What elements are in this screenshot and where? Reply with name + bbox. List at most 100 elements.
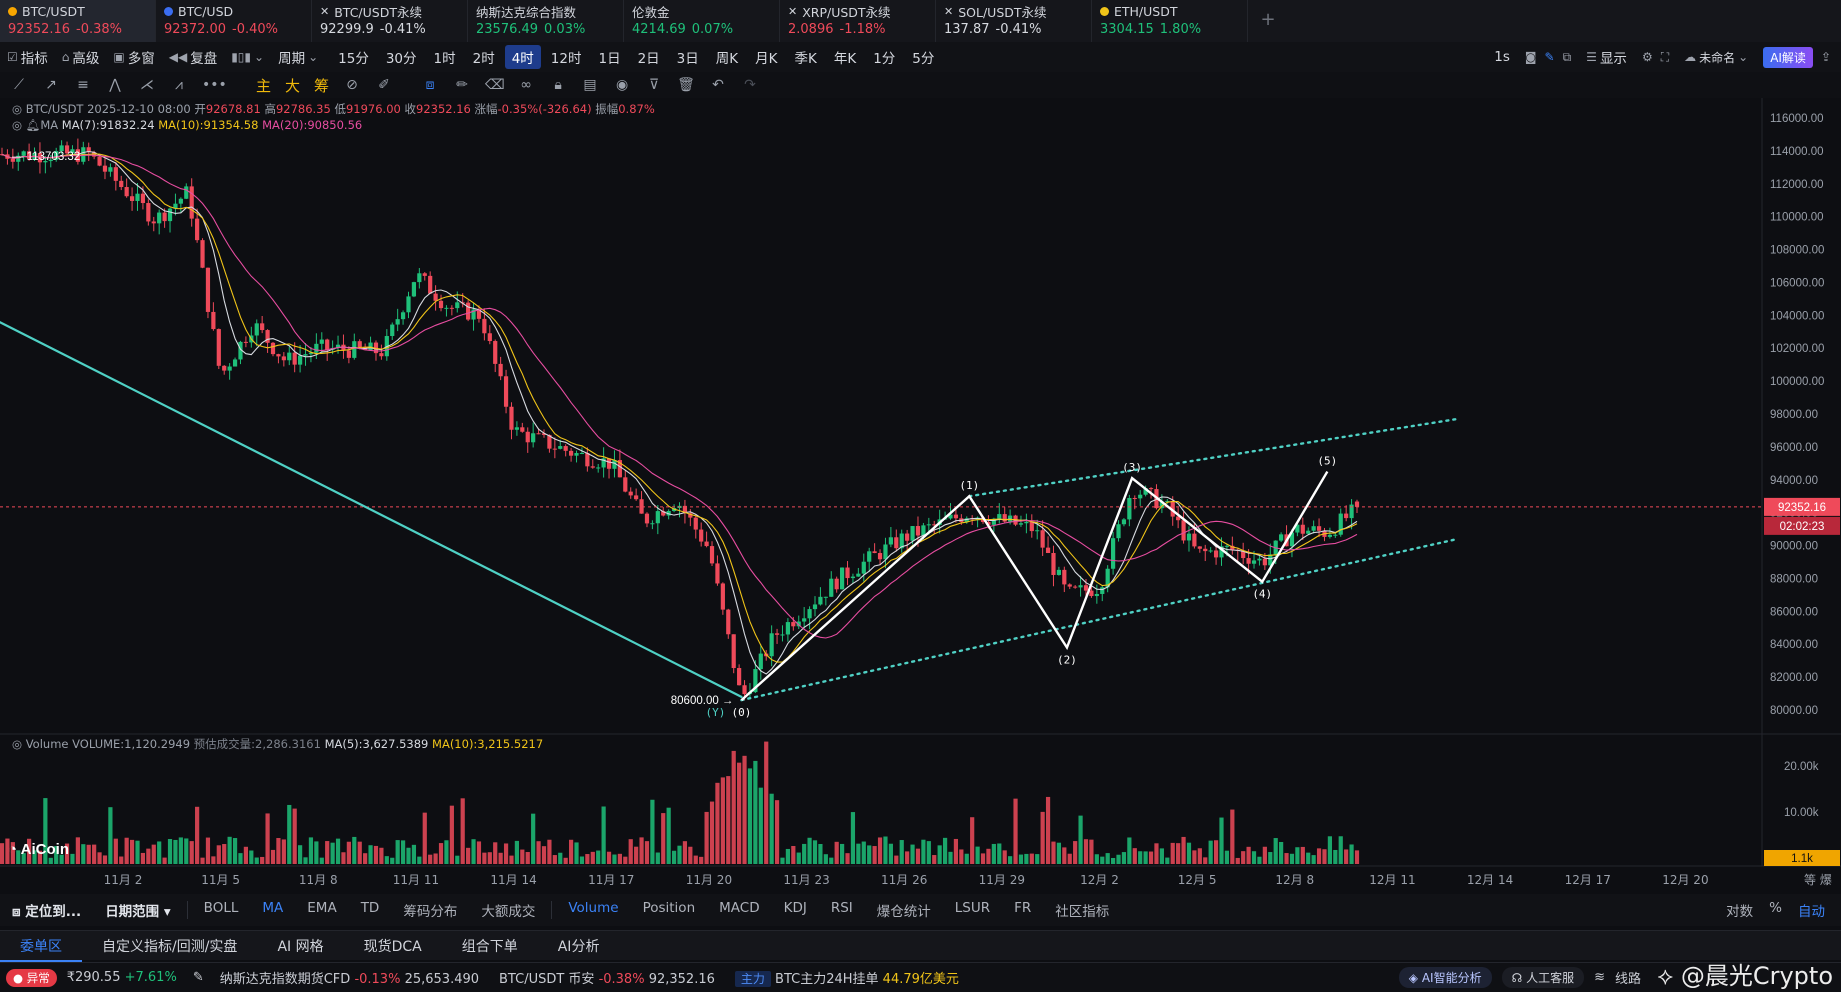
template-icon[interactable]: ▤ (583, 77, 597, 93)
period-button[interactable]: 12时 (550, 51, 582, 67)
period-button[interactable]: 4时 (504, 45, 541, 69)
panel-tab[interactable]: 自定义指标/回测/实盘 (102, 938, 238, 955)
fullscreen-icon[interactable]: ⛶ (1660, 49, 1670, 64)
large-order-toggle[interactable]: 大 (285, 76, 301, 95)
period-button[interactable]: 1时 (433, 51, 456, 67)
ticker-tab[interactable]: ✕ XRP/USDT永续 2.0896 -1.18% (780, 0, 936, 42)
parallel-lines-icon[interactable]: ≡ (77, 77, 89, 93)
period-button[interactable]: 30分 (385, 51, 417, 67)
main-indicator-tab[interactable]: 大额成交 (481, 904, 536, 920)
eraser-icon[interactable]: ⌫ (485, 77, 505, 93)
layout-dropdown[interactable]: ☁ 未命名 ⌄ (1677, 49, 1755, 66)
fib-tool-icon[interactable]: ⋌ (140, 77, 154, 93)
log-scale-toggle[interactable]: 对数 (1726, 904, 1754, 920)
eye-icon[interactable]: ◎ (12, 118, 26, 132)
period-button[interactable]: 季K (794, 51, 817, 67)
ai-interpret-button[interactable]: AI解读 (1763, 46, 1813, 68)
ticker-tab[interactable]: BTC/USD 92372.00 -0.40% (156, 0, 312, 42)
realtime-interval-button[interactable]: 1s (1494, 49, 1510, 65)
panel-tab[interactable]: 现货DCA (363, 938, 422, 955)
replay-button[interactable]: ◀◀ 复盘 (162, 47, 224, 67)
eye-icon[interactable]: ◎ (12, 737, 26, 751)
main-indicator-tab[interactable]: 筹码分布 (403, 904, 458, 920)
ticker-tab[interactable]: 纳斯达克综合指数 23576.49 0.03% (468, 0, 624, 42)
pattern-tool-icon[interactable]: ⩘ (175, 77, 183, 93)
panel-tab[interactable]: AI分析 (557, 938, 600, 955)
network-line-button[interactable]: 线路 (1614, 972, 1641, 987)
panel-tab[interactable]: AI 网格 (277, 938, 324, 955)
filter-icon[interactable]: ⊽ (648, 77, 660, 93)
price-chart[interactable]: 116000.00 114000.00 112000.00 110000.00 1080… (0, 98, 1841, 894)
ticker-tab[interactable]: ✕ BTC/USDT永续 92299.9 -0.41% (312, 0, 468, 42)
auto-scale-toggle[interactable]: 自动 (1798, 904, 1825, 920)
period-button[interactable]: 年K (833, 51, 857, 67)
period-button[interactable]: 3日 (676, 51, 699, 67)
magnet-icon[interactable]: ⧈ (425, 77, 435, 93)
alert-badge[interactable]: ● 异常 (6, 968, 57, 987)
ticker-tab[interactable]: ✕ SOL/USDT永续 137.87 -0.41% (936, 0, 1092, 42)
ticker-tab[interactable]: 伦敦金 4214.69 0.07% (624, 0, 780, 42)
sub-indicator-tab[interactable]: RSI (830, 900, 853, 916)
sub-indicator-tab[interactable]: Volume (568, 900, 619, 916)
multi-window-button[interactable]: ▣ 多窗 (106, 47, 161, 67)
coin-ticker[interactable]: ₹290.55 +7.61% (57, 970, 187, 985)
period-dropdown[interactable]: 周期 ⌄ (271, 47, 325, 67)
ticker-tab[interactable]: BTC/USDT 92352.16 -0.38% (0, 0, 156, 42)
add-tab-icon[interactable]: + (1260, 9, 1276, 30)
sub-indicator-tab[interactable]: FR (1014, 900, 1032, 916)
period-button[interactable]: 2时 (472, 51, 495, 67)
eye-icon[interactable]: ◉ (615, 77, 629, 93)
period-button[interactable]: 5分 (912, 51, 935, 67)
period-button[interactable]: 周K (715, 51, 739, 67)
ai-analysis-button[interactable]: ◈ AI智能分析 (1398, 967, 1492, 988)
period-button[interactable]: 1分 (873, 51, 896, 67)
pencil-icon[interactable]: ✎ (192, 970, 204, 985)
more-tools-icon[interactable]: ••• (202, 77, 227, 93)
main-indicator-toggle[interactable]: 主 (256, 76, 272, 95)
percent-scale-toggle[interactable]: % (1769, 900, 1782, 916)
chip-toggle[interactable]: 筹 (314, 76, 330, 95)
main-indicator-tab[interactable]: TD (360, 900, 380, 916)
indicator-button[interactable]: ☑ 指标 (0, 47, 55, 67)
main-indicator-tab[interactable]: BOLL (203, 900, 239, 916)
wave-tool-icon[interactable]: ⋀ (109, 77, 121, 93)
redo-icon[interactable]: ↷ (744, 77, 756, 93)
sub-indicator-tab[interactable]: 社区指标 (1055, 904, 1110, 920)
pen-icon[interactable]: ✎ (1544, 50, 1555, 64)
btc-ticker[interactable]: BTC/USDT 币安 -0.38% 92,352.16 (489, 968, 725, 987)
nasdaq-ticker[interactable]: 纳斯达克指数期货CFD -0.13% 25,653.490 (210, 968, 489, 987)
ruler-icon[interactable]: ✏ (456, 77, 468, 93)
panel-tab[interactable]: 委单区 (0, 930, 82, 962)
camera-icon[interactable]: ◙ (1524, 50, 1537, 64)
sub-indicator-tab[interactable]: MACD (719, 900, 760, 916)
bell-icon[interactable]: 🔔︎ (25, 118, 41, 132)
period-button[interactable]: 月K (755, 51, 778, 67)
measure-icon[interactable]: ⊘ (346, 77, 358, 93)
brush-icon[interactable]: ✐ (378, 77, 390, 93)
period-button[interactable]: 2日 (637, 51, 660, 67)
settings-icon[interactable]: ⚙ (1641, 50, 1653, 64)
main-indicator-tab[interactable]: MA (262, 900, 284, 916)
sub-indicator-tab[interactable]: 爆仓统计 (876, 904, 931, 920)
panel-tab[interactable]: 组合下单 (461, 938, 518, 955)
display-button[interactable]: ☰ 显示 (1579, 47, 1634, 67)
chart-type-button[interactable]: ▮▯▮ ⌄ (224, 50, 271, 64)
copy-icon[interactable]: ⧉ (1562, 49, 1572, 64)
line-tool-icon[interactable]: ⟋ (14, 77, 24, 93)
trash-icon[interactable]: 🗑︎ (677, 77, 695, 93)
customer-service-button[interactable]: ☊ 人工客服 (1501, 967, 1585, 988)
link-icon[interactable]: ∞ (520, 77, 532, 93)
locate-button[interactable]: ⧈ 定位到... (0, 900, 93, 920)
period-button[interactable]: 15分 (338, 51, 369, 67)
sub-indicator-tab[interactable]: KDJ (783, 900, 807, 916)
sub-indicator-tab[interactable]: LSUR (954, 900, 991, 916)
share-icon[interactable]: ⇪ (1820, 50, 1831, 64)
sub-indicator-tab[interactable]: Position (642, 900, 696, 916)
lock-icon[interactable]: 🔒︎ (554, 77, 562, 93)
period-button[interactable]: 1日 (598, 51, 621, 67)
advanced-button[interactable]: ⌂ 高级 (55, 47, 107, 67)
ray-tool-icon[interactable]: ↗ (45, 77, 57, 93)
main-indicator-tab[interactable]: EMA (307, 900, 337, 916)
main-force-ticker[interactable]: 主力 BTC主力24H挂单 44.79亿美元 (725, 968, 969, 987)
ticker-tab[interactable]: ETH/USDT 3304.15 1.80% (1092, 0, 1248, 42)
